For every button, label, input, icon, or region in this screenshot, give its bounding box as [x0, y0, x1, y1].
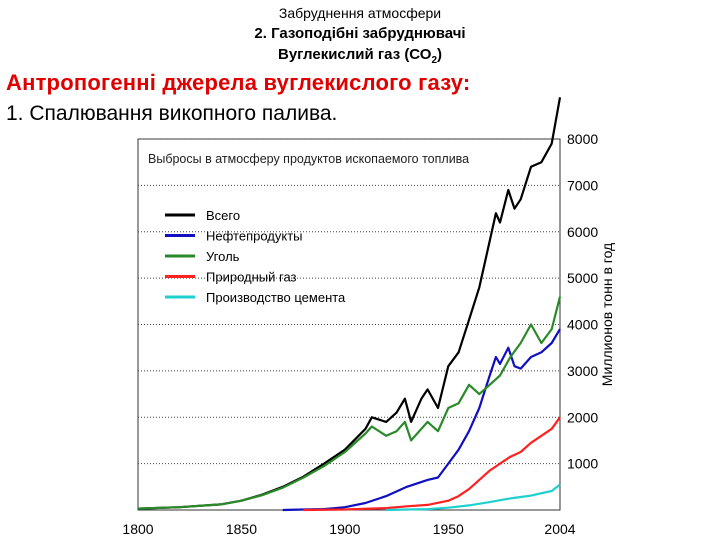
y-tick-label: 7000: [567, 177, 598, 193]
series-line-2: [282, 328, 561, 512]
x-tick-label: 1800: [122, 521, 153, 537]
header-line-3-end: ): [437, 46, 442, 63]
header-line-3: Вуглекислий газ (СО2): [0, 46, 720, 66]
header-line-1: Забруднення атмосфери: [278, 5, 442, 21]
header-line-3-subscript: 2: [431, 55, 437, 66]
section-heading: Антропогенні джерела вуглекислого газу:: [6, 70, 471, 95]
y-tick-label: 6000: [567, 224, 598, 240]
series-line-4: [303, 416, 561, 512]
legend-label-5: Производство цемента: [206, 290, 346, 305]
series-line-5: [386, 483, 561, 512]
chart-title: Выбросы в атмосферу продуктов ископаемог…: [148, 152, 469, 166]
y-tick-label: 3000: [567, 363, 598, 379]
y-tick-label: 1000: [567, 456, 598, 472]
legend-label-4: Природный газ: [206, 270, 297, 285]
x-tick-label: 2004: [544, 521, 575, 537]
legend-label-1: Всего: [206, 208, 240, 223]
header-line-2: 2. Газоподібні забруднювачі: [254, 25, 466, 42]
x-tick-label: 1950: [433, 521, 464, 537]
legend-label-2: Нефтепродукты: [206, 229, 303, 244]
series-line-3: [137, 296, 562, 510]
section-subheading: 1. Спалювання викопного палива.: [6, 102, 338, 125]
y-tick-label: 8000: [567, 131, 598, 147]
x-tick-label: 1900: [329, 521, 360, 537]
y-tick-label: 4000: [567, 317, 598, 333]
header-line-3-main: Вуглекислий газ (СО: [277, 46, 432, 63]
y-tick-label: 2000: [567, 409, 598, 425]
x-tick-label: 1850: [226, 521, 257, 537]
legend-label-3: Уголь: [206, 249, 240, 264]
y-axis-label: Миллионов тонн в год: [599, 243, 615, 386]
y-tick-label: 5000: [567, 270, 598, 286]
